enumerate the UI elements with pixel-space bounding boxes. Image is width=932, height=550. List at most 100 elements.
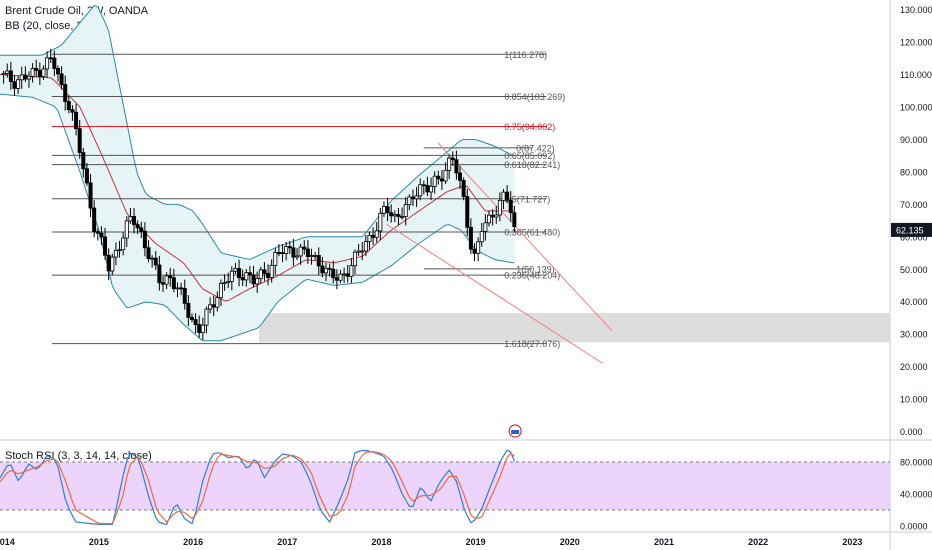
support-zone [258,313,890,343]
candle-body [52,57,57,69]
candle-body [16,79,21,89]
candle-body [320,265,325,274]
candle-body [258,269,263,280]
candle-body [161,282,166,285]
candle-body [432,175,437,187]
last-price-label: 62.135 [896,225,924,235]
price-tick-label: 30.000 [900,330,928,340]
candle-body [356,250,361,253]
price-tick-label: 60.000 [900,232,928,242]
stoch-d-line [0,451,515,525]
candle-body [197,324,202,333]
time-tick-label: 2014 [0,537,15,547]
candle-body [410,196,415,200]
candle-body [302,246,307,250]
candle-body [142,230,147,249]
candle-body [291,247,296,258]
candle-body [63,84,68,102]
candle-body [266,273,271,279]
candle-body [193,319,198,325]
candle-body [84,168,89,184]
fib-level-label: 0(87.422) [516,143,555,153]
candle-body [200,324,205,333]
candle-body [103,236,108,256]
candle-body [327,267,332,270]
candle-body [345,273,350,277]
candle-body [349,265,354,277]
candle-body [34,68,39,71]
candle-body [421,184,426,187]
candle-body [186,302,191,318]
trend-line[interactable] [437,142,613,332]
candle-body [490,214,495,218]
candle-body [117,249,122,252]
candle-body [479,231,484,243]
fib-level-label: 0.5(71.727) [504,194,550,204]
candle-body [8,70,13,83]
candle-body [334,277,339,281]
candle-body [363,241,368,252]
candle-body [5,70,10,74]
candle-body [468,226,473,250]
candle-body [1,72,6,76]
candle-body [233,268,238,272]
candle-body [400,216,405,218]
candle-body [487,214,492,224]
time-tick-label: 2018 [371,537,391,547]
fib-level-label: 0.65(85.092) [504,151,555,161]
candle-body [70,109,75,113]
candle-body [226,280,231,283]
candle-body [262,269,267,274]
candle-body [77,128,82,153]
rsi-tick-label: 80.0000 [900,458,932,468]
price-tick-label: 0.000 [900,427,923,437]
price-tick-label: 110.000 [900,70,932,80]
candle-body [247,272,252,276]
price-tick-label: 120.000 [900,38,932,48]
candle-body [81,152,86,170]
candle-body [164,275,169,285]
candle-body [157,264,162,284]
candle-body [309,255,314,257]
us-flag-icon [511,430,520,434]
candle-body [204,308,209,326]
candle-body [374,230,379,238]
rsi-tick-label: 40.0000 [900,490,932,500]
candle-body [407,196,412,206]
fib-level-label: 0.75(94.002) [504,122,555,132]
candle-body [251,274,256,285]
price-tick-label: 90.000 [900,135,928,145]
candle-body [23,74,28,80]
candle-body [443,169,448,182]
candle-body [222,282,227,284]
candle-body [425,184,430,193]
price-tick-label: 100.000 [900,103,932,113]
candle-body [139,227,144,232]
trend-line[interactable] [385,223,604,364]
candle-body [497,199,502,216]
bollinger-upper [0,4,515,260]
candle-body [512,212,517,227]
stoch-rsi-legend: Stoch RSI (3, 3, 14, 14, close) [5,450,152,462]
candle-body [132,216,137,226]
candle-body [59,73,64,85]
candle-body [208,304,213,310]
price-tick-label: 10.000 [900,395,928,405]
candle-body [284,246,289,255]
candle-body [121,237,126,251]
candle-body [371,234,376,238]
candle-body [37,70,42,77]
candle-body [505,191,510,201]
candle-body [30,68,35,77]
candle-body [113,249,118,258]
candle-body [313,254,318,257]
price-tick-label: 50.000 [900,265,928,275]
time-tick-label: 2022 [748,537,768,547]
candle-body [41,68,46,77]
candle-body [450,157,455,161]
candle-body [316,254,321,267]
candle-body [150,257,155,260]
time-tick-label: 2023 [842,537,862,547]
candle-body [298,246,303,257]
